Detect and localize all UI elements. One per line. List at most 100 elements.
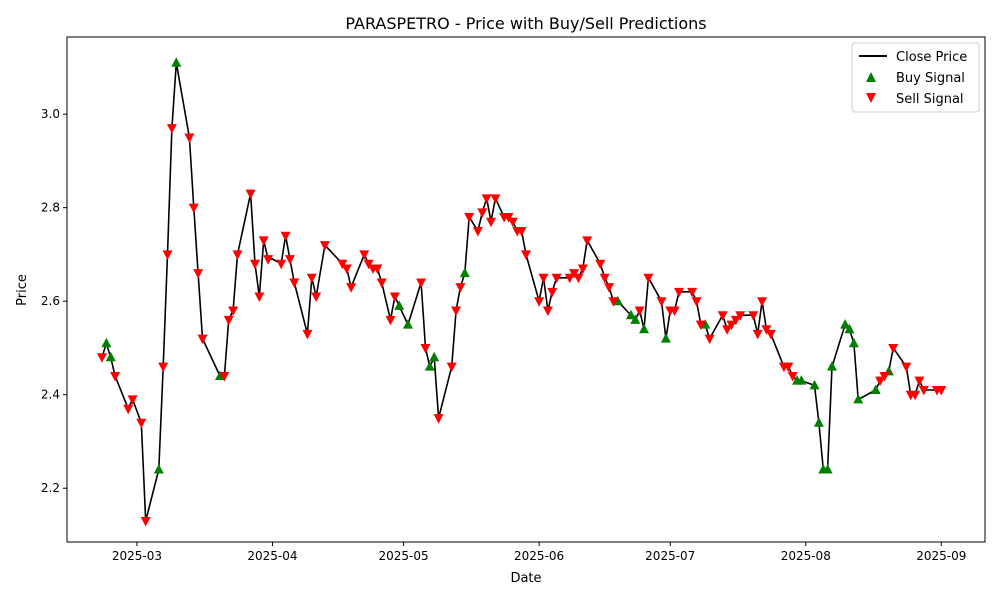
sell-signal-marker xyxy=(464,213,475,223)
sell-signal-marker xyxy=(910,390,921,401)
x-axis-label: Date xyxy=(510,571,541,586)
sell-signal-marker xyxy=(551,273,562,284)
buy-signal-marker xyxy=(630,314,641,324)
buy-signal-marker xyxy=(844,323,855,334)
buy-signal-marker xyxy=(848,337,859,348)
y-axis: 2.2 2.4 2.6 2.8 3.0 xyxy=(41,107,67,495)
buy-signal-marker xyxy=(153,464,164,474)
buy-signal-marker xyxy=(171,57,182,67)
buy-signal-marker xyxy=(870,384,881,395)
sell-signal-marker xyxy=(302,329,313,340)
sell-signal-marker xyxy=(674,287,684,298)
y-tick-label: 2.6 xyxy=(41,294,60,308)
legend: Close Price Buy Signal Sell Signal xyxy=(851,42,980,113)
chart-title: PARASPETRO - Price with Buy/Sell Predict… xyxy=(345,14,706,33)
markers-layer xyxy=(96,57,947,527)
sell-signal-marker xyxy=(306,273,317,284)
y-tick-label: 2.4 xyxy=(41,388,60,402)
sell-signal-marker xyxy=(193,269,204,279)
sell-signal-marker xyxy=(232,250,243,260)
y-tick-label: 2.8 xyxy=(41,201,60,215)
sell-signal-marker xyxy=(486,217,497,228)
sell-signal-marker xyxy=(547,287,558,298)
sell-signal-marker xyxy=(219,372,230,382)
buy-signal-marker xyxy=(853,393,864,404)
buy-signal-marker xyxy=(424,361,435,371)
sell-signal-marker xyxy=(757,297,768,307)
sell-signal-marker xyxy=(188,203,199,214)
sell-signal-marker xyxy=(534,297,545,307)
sell-signal-marker xyxy=(197,334,208,345)
buy-signal-marker xyxy=(101,337,112,348)
sell-signal-marker xyxy=(136,418,147,429)
sell-signal-marker xyxy=(604,283,615,293)
buy-signal-marker xyxy=(822,464,833,474)
buy-signal-marker xyxy=(796,375,807,385)
sell-signal-marker xyxy=(687,287,698,298)
sell-signal-marker xyxy=(875,376,886,387)
plot-area xyxy=(67,37,985,542)
sell-signal-marker xyxy=(477,208,488,218)
buy-signal-marker xyxy=(660,333,671,343)
sell-signal-marker xyxy=(258,236,269,246)
sell-signal-marker xyxy=(319,241,330,251)
sell-signal-marker xyxy=(542,306,553,317)
sell-signal-marker xyxy=(184,133,195,144)
x-tick-label: 2025-07 xyxy=(645,549,695,563)
sell-signal-marker xyxy=(472,227,483,237)
sell-signal-marker xyxy=(691,297,702,307)
sell-signal-marker xyxy=(643,273,654,284)
buy-signal-marker xyxy=(813,417,824,427)
sell-signal-marker xyxy=(656,297,667,307)
buy-signal-marker xyxy=(402,319,413,329)
buy-signal-marker xyxy=(827,361,837,371)
y-axis-label: Price xyxy=(15,274,30,306)
sell-signal-marker xyxy=(787,372,798,382)
x-tick-label: 2025-04 xyxy=(247,549,297,563)
sell-signal-marker xyxy=(564,273,575,284)
sell-signal-marker xyxy=(765,329,776,340)
legend-buy-marker xyxy=(866,72,876,82)
sell-signal-marker xyxy=(420,343,431,354)
x-tick-label: 2025-06 xyxy=(514,549,564,563)
sell-signal-marker xyxy=(127,395,138,405)
legend-close-label: Close Price xyxy=(896,50,967,65)
sell-signal-marker xyxy=(284,255,295,265)
sell-signal-marker xyxy=(879,372,890,382)
sell-signal-marker xyxy=(730,315,741,326)
buy-signal-marker xyxy=(394,300,405,310)
x-tick-label: 2025-08 xyxy=(781,549,831,563)
sell-signal-marker xyxy=(936,386,947,396)
sell-signal-marker xyxy=(507,217,518,228)
sell-signal-marker xyxy=(341,264,352,274)
buy-signal-marker xyxy=(105,351,116,362)
x-tick-label: 2025-09 xyxy=(916,549,966,563)
x-axis: 2025-03 2025-04 2025-05 2025-06 2025-07 2025-… xyxy=(112,542,966,563)
sell-signal-marker xyxy=(735,311,746,321)
sell-signal-marker xyxy=(166,124,177,134)
sell-signal-marker xyxy=(538,273,549,284)
sell-signal-marker xyxy=(490,194,501,204)
sell-signal-marker xyxy=(311,292,322,303)
sell-signal-marker xyxy=(223,315,234,326)
sell-signal-marker xyxy=(521,250,531,260)
sell-signal-marker xyxy=(123,404,134,415)
sell-signal-marker xyxy=(289,278,300,288)
sell-signal-marker xyxy=(416,278,427,288)
sell-signal-marker xyxy=(888,343,899,354)
sell-signal-marker xyxy=(634,306,645,317)
sell-signal-marker xyxy=(901,362,912,373)
sell-signal-marker xyxy=(573,273,584,284)
sell-signal-marker xyxy=(389,292,400,303)
sell-signal-marker xyxy=(249,259,260,270)
sell-signal-marker xyxy=(228,306,239,317)
sell-signal-marker xyxy=(245,189,256,200)
sell-signal-marker xyxy=(162,250,173,260)
buy-signal-marker xyxy=(429,351,440,362)
buy-signal-marker xyxy=(639,323,650,334)
sell-signal-marker xyxy=(385,315,396,326)
buy-signal-marker xyxy=(625,309,636,320)
legend-sell-label: Sell Signal xyxy=(896,92,964,107)
sell-signal-marker xyxy=(346,283,357,293)
x-tick-label: 2025-03 xyxy=(112,549,162,563)
